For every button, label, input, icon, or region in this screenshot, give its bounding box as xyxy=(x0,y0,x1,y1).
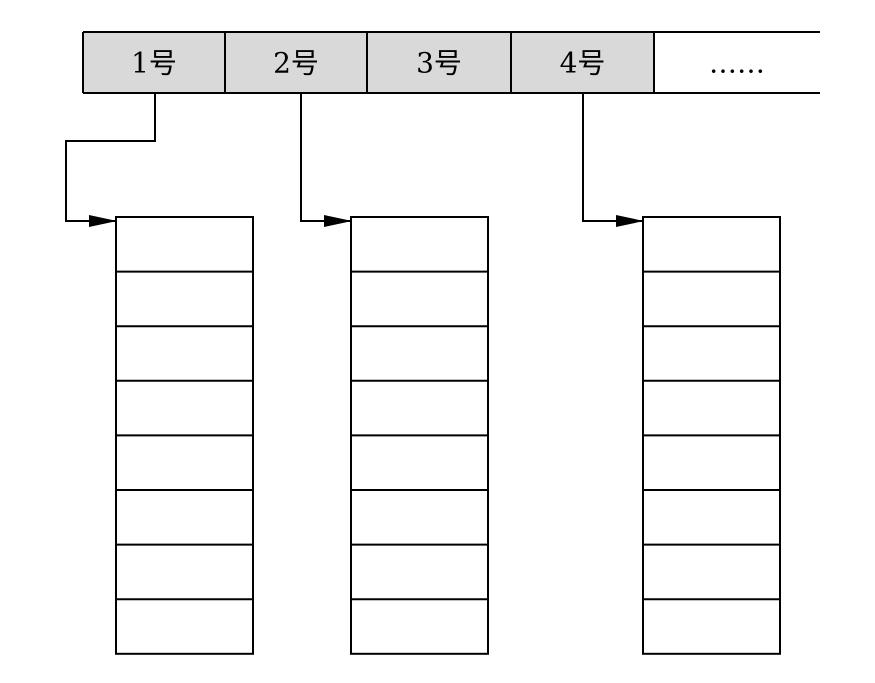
header-cell-bg xyxy=(367,32,511,93)
header-cell-2: 2号 xyxy=(225,32,367,93)
header-cell-1: 1号 xyxy=(83,32,225,93)
header-cell-4: 4号 xyxy=(511,32,654,93)
header-cell-label: 4号 xyxy=(560,47,606,80)
header-cell-bg xyxy=(83,32,225,93)
pointer-arrow-1 xyxy=(65,93,156,227)
pointer-arrow-2 xyxy=(300,93,352,227)
header-cell-label: 1号 xyxy=(131,47,177,80)
block-column-1 xyxy=(115,216,254,655)
header-cell-label: 2号 xyxy=(273,47,319,80)
header-cell-bg xyxy=(511,32,654,93)
pointer-arrow-3 xyxy=(582,93,644,227)
block-column-3 xyxy=(642,216,781,655)
header-cell-3: 3号 xyxy=(367,32,511,93)
header-cell-bg xyxy=(225,32,367,93)
connectors xyxy=(65,93,644,227)
blocks xyxy=(115,216,781,655)
block-column-2 xyxy=(350,216,489,655)
header-row: 1号 2号 3号 4号 …… xyxy=(82,31,820,94)
header-cell-label: …… xyxy=(709,47,765,80)
header-cell-5: …… xyxy=(654,32,820,93)
header-cell-label: 3号 xyxy=(416,47,462,80)
header-cell-bg xyxy=(654,32,820,93)
